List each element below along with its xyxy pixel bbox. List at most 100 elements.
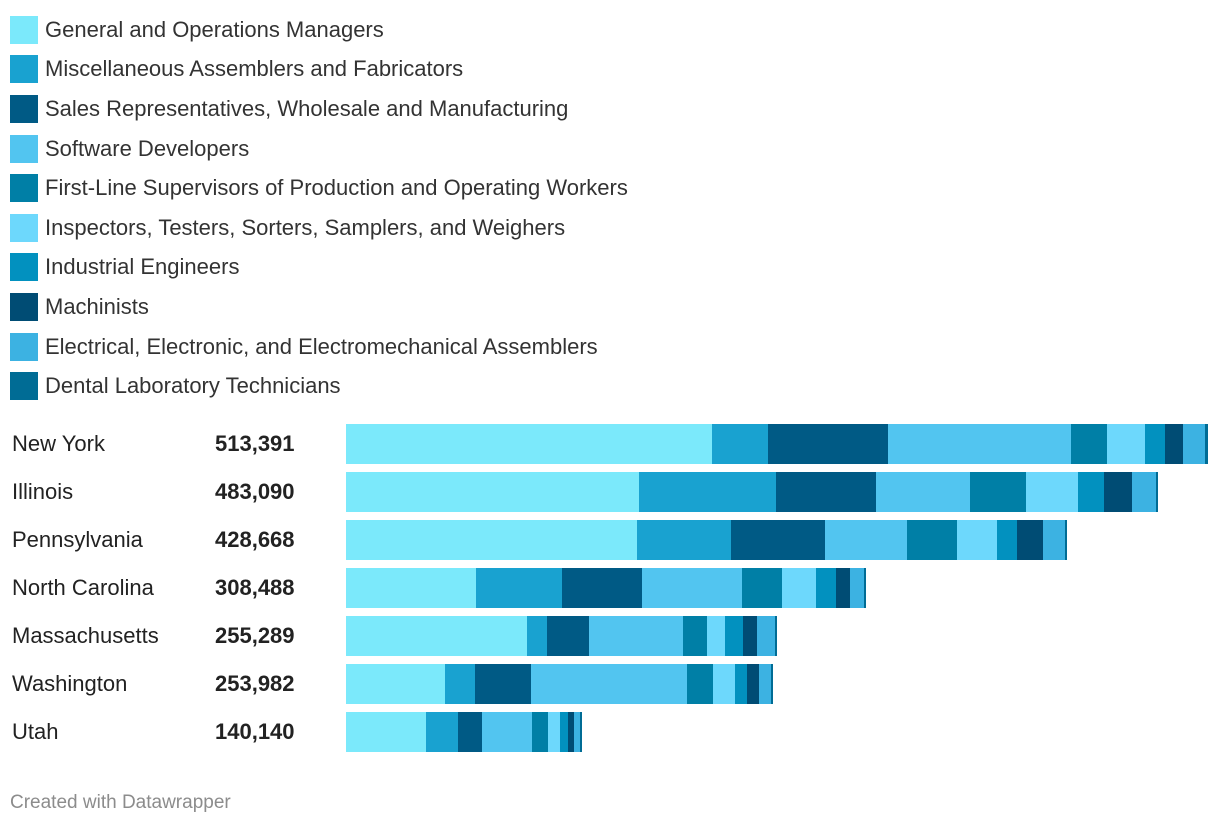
bar-segment [1107,424,1145,464]
legend-swatch [10,213,38,242]
total-label: 140,140 [215,719,295,744]
bar-segment [836,568,850,608]
bar-row: Illinois 483,090 [0,468,1220,512]
legend-item: Software Developers [10,129,628,169]
legend-item: Sales Representatives, Wholesale and Man… [10,89,628,129]
bar-segment [957,520,997,560]
bar-segment [482,712,532,752]
bar-segment [1026,472,1078,512]
legend-swatch [10,15,38,44]
stacked-bar [346,664,773,704]
legend-swatch [10,174,38,203]
bar-row: North Carolina 308,488 [0,564,1220,608]
bar-segment [637,520,731,560]
bar-segment [743,616,757,656]
legend-label: Machinists [45,293,149,319]
stacked-bar [346,616,777,656]
bar-segment [850,568,864,608]
total-label: 513,391 [215,431,295,456]
bar-segment [864,568,866,608]
bar-segment [768,424,888,464]
stacked-bar [346,712,582,752]
bar-segment [548,712,560,752]
legend-label: Sales Representatives, Wholesale and Man… [45,95,569,121]
bar-segment [888,424,1071,464]
legend-item: Miscellaneous Assemblers and Fabricators [10,50,628,90]
bar-segment [731,520,825,560]
bar-segment [776,472,876,512]
bar-segment [876,472,970,512]
stacked-bar [346,424,1208,464]
legend-swatch [10,253,38,282]
legend-swatch [10,134,38,163]
bar-segment [346,568,476,608]
bar-segment [531,664,687,704]
bar-segment [574,712,580,752]
bar-segment [725,616,743,656]
bar-segment [1104,472,1132,512]
total-label: 483,090 [215,479,295,504]
total-label: 428,668 [215,527,295,552]
stacked-bar [346,568,866,608]
category-label: Pennsylvania [12,527,143,552]
bar-segment [445,664,475,704]
category-label: Utah [12,719,59,744]
datawrapper-credit: Created with Datawrapper [10,792,231,813]
bar-segment [346,712,426,752]
bar-segment [1145,424,1165,464]
legend-swatch [10,292,38,321]
total-label: 308,488 [215,575,295,600]
legend-label: General and Operations Managers [45,16,384,42]
stacked-bar [346,520,1067,560]
legend-label: First-Line Supervisors of Production and… [45,175,628,201]
category-label: Washington [12,671,128,696]
bar-segment [346,424,712,464]
bar-row: New York 513,391 [0,420,1220,464]
bar-segment [1071,424,1107,464]
bar-segment [970,472,1026,512]
bar-segment [782,568,816,608]
legend-label: Miscellaneous Assemblers and Fabricators [45,56,464,82]
legend-label: Software Developers [45,135,250,161]
stacked-bar [346,472,1158,512]
legend-item: First-Line Supervisors of Production and… [10,168,628,208]
bar-segment [707,616,725,656]
bar-segment [527,616,547,656]
bar-segment [475,664,531,704]
bar-segment [1043,520,1065,560]
bar-segment [735,664,747,704]
legend-swatch [10,55,38,84]
bar-row: Utah 140,140 [0,708,1220,752]
bar-segment [1165,424,1183,464]
bar-segment [568,712,574,752]
bar-segment [589,616,683,656]
bar-segment [747,664,759,704]
bar-segment [458,712,482,752]
bar-segment [562,568,642,608]
bar-row: Pennsylvania 428,668 [0,516,1220,560]
bar-segment [1205,424,1208,464]
bar-segment [907,520,957,560]
legend-swatch [10,94,38,123]
bar-segment [683,616,707,656]
bar-segment [759,664,771,704]
bar-segment [1156,472,1158,512]
bar-segment [816,568,836,608]
bar-segment [642,568,742,608]
bar-segment [476,568,562,608]
legend-item: Machinists [10,287,628,327]
bar-segment [712,424,768,464]
bar-row: Massachusetts 255,289 [0,612,1220,656]
category-label: Massachusetts [12,623,159,648]
bar-segment [1017,520,1043,560]
category-label: New York [12,431,105,456]
chart-legend: General and Operations Managers Miscellan… [10,10,628,406]
legend-item: Industrial Engineers [10,248,628,288]
bar-segment [346,664,445,704]
bar-segment [713,664,735,704]
total-label: 255,289 [215,623,295,648]
bar-segment [687,664,713,704]
bar-segment [639,472,776,512]
bar-segment [742,568,782,608]
